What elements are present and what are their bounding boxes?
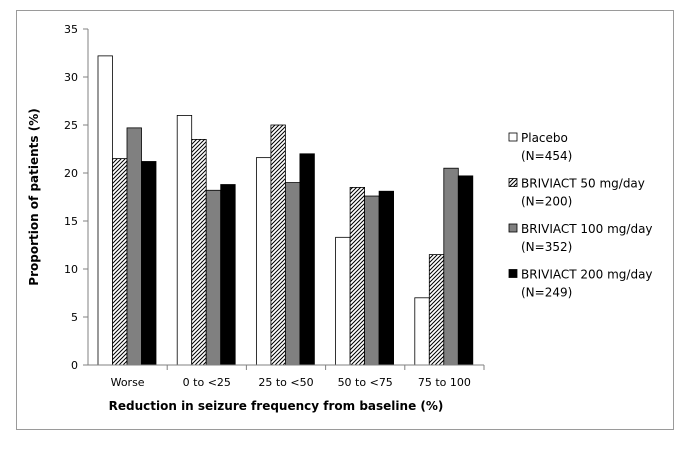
bar xyxy=(141,161,157,366)
bar xyxy=(270,124,286,366)
bar xyxy=(191,138,207,366)
legend-swatch xyxy=(508,178,518,187)
legend-n-label: (N=352) xyxy=(521,240,572,254)
bar xyxy=(205,189,222,366)
x-tick-label: 75 to 100 xyxy=(418,376,471,389)
legend-label: BRIVIACT 100 mg/day xyxy=(521,222,653,236)
y-tick-label: 15 xyxy=(64,215,78,228)
legend-n-label: (N=454) xyxy=(521,149,572,163)
y-tick-label: 35 xyxy=(64,23,78,36)
legend-swatch xyxy=(508,269,518,278)
bar xyxy=(97,55,113,366)
y-tick-label: 10 xyxy=(64,263,78,276)
bar xyxy=(428,254,445,366)
bar xyxy=(126,127,142,366)
bar xyxy=(176,115,193,366)
bar xyxy=(457,175,474,366)
y-tick-label: 25 xyxy=(64,119,78,132)
bar xyxy=(378,190,395,366)
legend-label: BRIVIACT 200 mg/day xyxy=(521,268,653,282)
legend-label: Placebo xyxy=(521,131,568,145)
y-tick-label: 30 xyxy=(64,71,78,84)
bar xyxy=(414,297,430,366)
bar xyxy=(349,186,366,366)
y-tick-label: 5 xyxy=(71,311,78,324)
bar xyxy=(443,167,459,366)
bar xyxy=(284,182,301,366)
bar xyxy=(112,158,128,366)
x-tick-label: 50 to <75 xyxy=(338,376,393,389)
bar xyxy=(335,236,351,366)
legend-swatch xyxy=(508,223,518,233)
legend-n-label: (N=249) xyxy=(521,286,572,300)
bar xyxy=(220,184,236,366)
y-axis-ticks: 0 5 10 15 20 25 30 35 xyxy=(64,23,88,372)
legend-swatch xyxy=(508,132,518,142)
x-tick-label: Worse xyxy=(111,376,145,389)
legend: Placebo (N=454) BRIVIACT 50 mg/day (N=200) B… xyxy=(508,131,653,300)
y-tick-label: 0 xyxy=(71,359,78,372)
x-axis-title: Reduction in seizure frequency from base… xyxy=(109,399,444,413)
bar xyxy=(364,195,380,366)
y-tick-label: 20 xyxy=(64,167,78,180)
bar xyxy=(255,157,272,366)
bars-group xyxy=(97,55,474,366)
x-axis-ticks: Worse 0 to <25 25 to <50 50 to <75 75 to 100 xyxy=(111,365,485,389)
legend-label: BRIVIACT 50 mg/day xyxy=(521,177,645,191)
x-tick-label: 25 to <50 xyxy=(258,376,313,389)
chart-frame xyxy=(16,10,674,430)
x-tick-label: 0 to <25 xyxy=(183,376,231,389)
legend-n-label: (N=200) xyxy=(521,195,572,209)
y-axis-title: Proportion of patients (%) xyxy=(27,108,41,285)
bar xyxy=(299,153,315,366)
